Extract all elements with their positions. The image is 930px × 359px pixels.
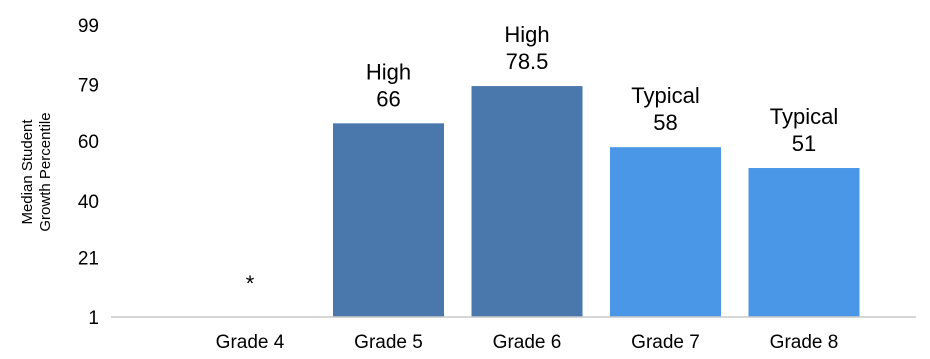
bar xyxy=(333,123,444,317)
data-label-value: 78.5 xyxy=(506,49,549,74)
bars xyxy=(333,86,860,317)
y-tick-label: 21 xyxy=(78,248,99,269)
y-axis-label: Median Student Growth Percentile xyxy=(19,112,54,231)
x-tick-label: Grade 8 xyxy=(770,332,839,353)
x-tick-label: Grade 7 xyxy=(631,332,700,353)
data-label-value: * xyxy=(246,271,255,296)
y-tick-label: 79 xyxy=(78,76,99,97)
data-label-value: 58 xyxy=(653,110,677,135)
y-tick-label: 1 xyxy=(88,308,99,329)
y-tick-label: 60 xyxy=(78,132,99,153)
y-tick-label: 99 xyxy=(78,16,99,37)
data-label-value: 66 xyxy=(376,86,400,111)
y-axis-label-line-1: Median Student xyxy=(19,119,36,225)
data-label-rating: High xyxy=(366,59,411,84)
y-tick-label: 40 xyxy=(78,192,99,213)
data-label-rating: Typical xyxy=(631,83,699,108)
data-label-rating: High xyxy=(504,22,549,47)
bar xyxy=(748,168,860,317)
x-axis-ticks: Grade 4 Grade 5 Grade 6 Grade 7 Grade 8 xyxy=(216,332,839,353)
y-axis-label-line-2: Growth Percentile xyxy=(37,112,54,231)
x-tick-label: Grade 5 xyxy=(354,332,423,353)
data-label-value: 51 xyxy=(792,131,816,156)
x-tick-label: Grade 6 xyxy=(493,332,562,353)
y-axis-ticks: 1 21 40 60 79 99 xyxy=(78,16,99,329)
bar xyxy=(471,86,583,317)
data-label-rating: Typical xyxy=(770,104,838,129)
x-tick-label: Grade 4 xyxy=(216,332,285,353)
bar xyxy=(610,147,721,317)
